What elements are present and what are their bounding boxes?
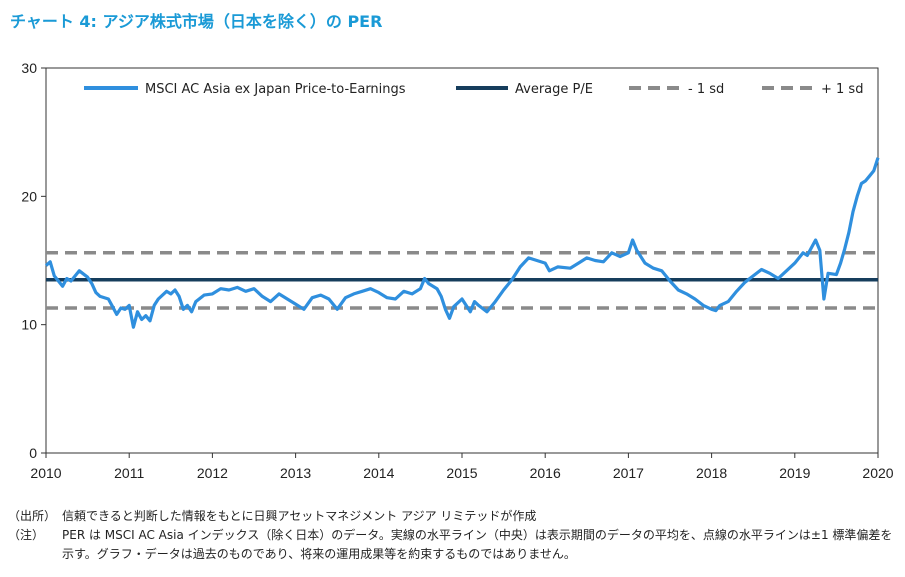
x-tick-label: 2019	[779, 465, 810, 481]
y-tick-label: 10	[21, 317, 37, 333]
footnote-label: （注）	[8, 528, 45, 542]
x-tick-label: 2015	[446, 465, 477, 481]
x-tick-label: 2014	[363, 465, 394, 481]
x-tick-label: 2016	[530, 465, 561, 481]
x-tick-label: 2020	[862, 465, 893, 481]
footnote-text: PER は MSCI AC Asia インデックス（除く日本）のデータ。実線の水…	[62, 528, 893, 561]
pe-series-line	[44, 157, 880, 329]
chart: 0 10 20 30 2010 2011 2012 2013 2014 2015 2016 2017 2…	[21, 60, 893, 481]
source-note-text: 信頼できると判断した情報をもとに日興アセットマネジメント アジア リミテッドが作…	[62, 509, 537, 523]
chart-legend: MSCI AC Asia ex Japan Price-to-Earnings A…	[84, 82, 863, 97]
x-tick-label: 2012	[197, 465, 228, 481]
legend-minus-1sd-label: - 1 sd	[688, 82, 724, 97]
chart-notes: （出所） 信頼できると判断した情報をもとに日興アセットマネジメント アジア リミ…	[8, 507, 900, 564]
x-tick-label: 2011	[114, 465, 144, 481]
legend-plus-1sd-label: + 1 sd	[821, 82, 863, 97]
y-tick-label: 0	[29, 445, 37, 461]
legend-average-label: Average P/E	[515, 82, 593, 97]
source-note: （出所） 信頼できると判断した情報をもとに日興アセットマネジメント アジア リミ…	[8, 507, 900, 526]
footnote: （注） PER は MSCI AC Asia インデックス（除く日本）のデータ。…	[8, 526, 900, 564]
x-tick-label: 2018	[696, 465, 727, 481]
chart-title: チャート 4: アジア株式市場（日本を除く）の PER	[10, 12, 383, 31]
x-tick-label: 2010	[30, 465, 61, 481]
legend-minus-1sd: - 1 sd	[629, 82, 724, 97]
chart-series-group	[44, 157, 880, 329]
legend-pe-label: MSCI AC Asia ex Japan Price-to-Earnings	[145, 82, 406, 97]
legend-average: Average P/E	[456, 82, 593, 97]
x-tick-label: 2017	[613, 465, 644, 481]
source-note-label: （出所）	[8, 509, 57, 523]
plot-frame	[45, 67, 879, 454]
x-tick-label: 2013	[280, 465, 311, 481]
legend-plus-1sd: + 1 sd	[762, 82, 863, 97]
legend-pe: MSCI AC Asia ex Japan Price-to-Earnings	[84, 82, 406, 97]
y-tick-label: 30	[21, 60, 37, 76]
chart-axes: 0 10 20 30 2010 2011 2012 2013 2014 2015 2016 2017 2…	[21, 60, 893, 481]
y-tick-label: 20	[21, 188, 37, 204]
